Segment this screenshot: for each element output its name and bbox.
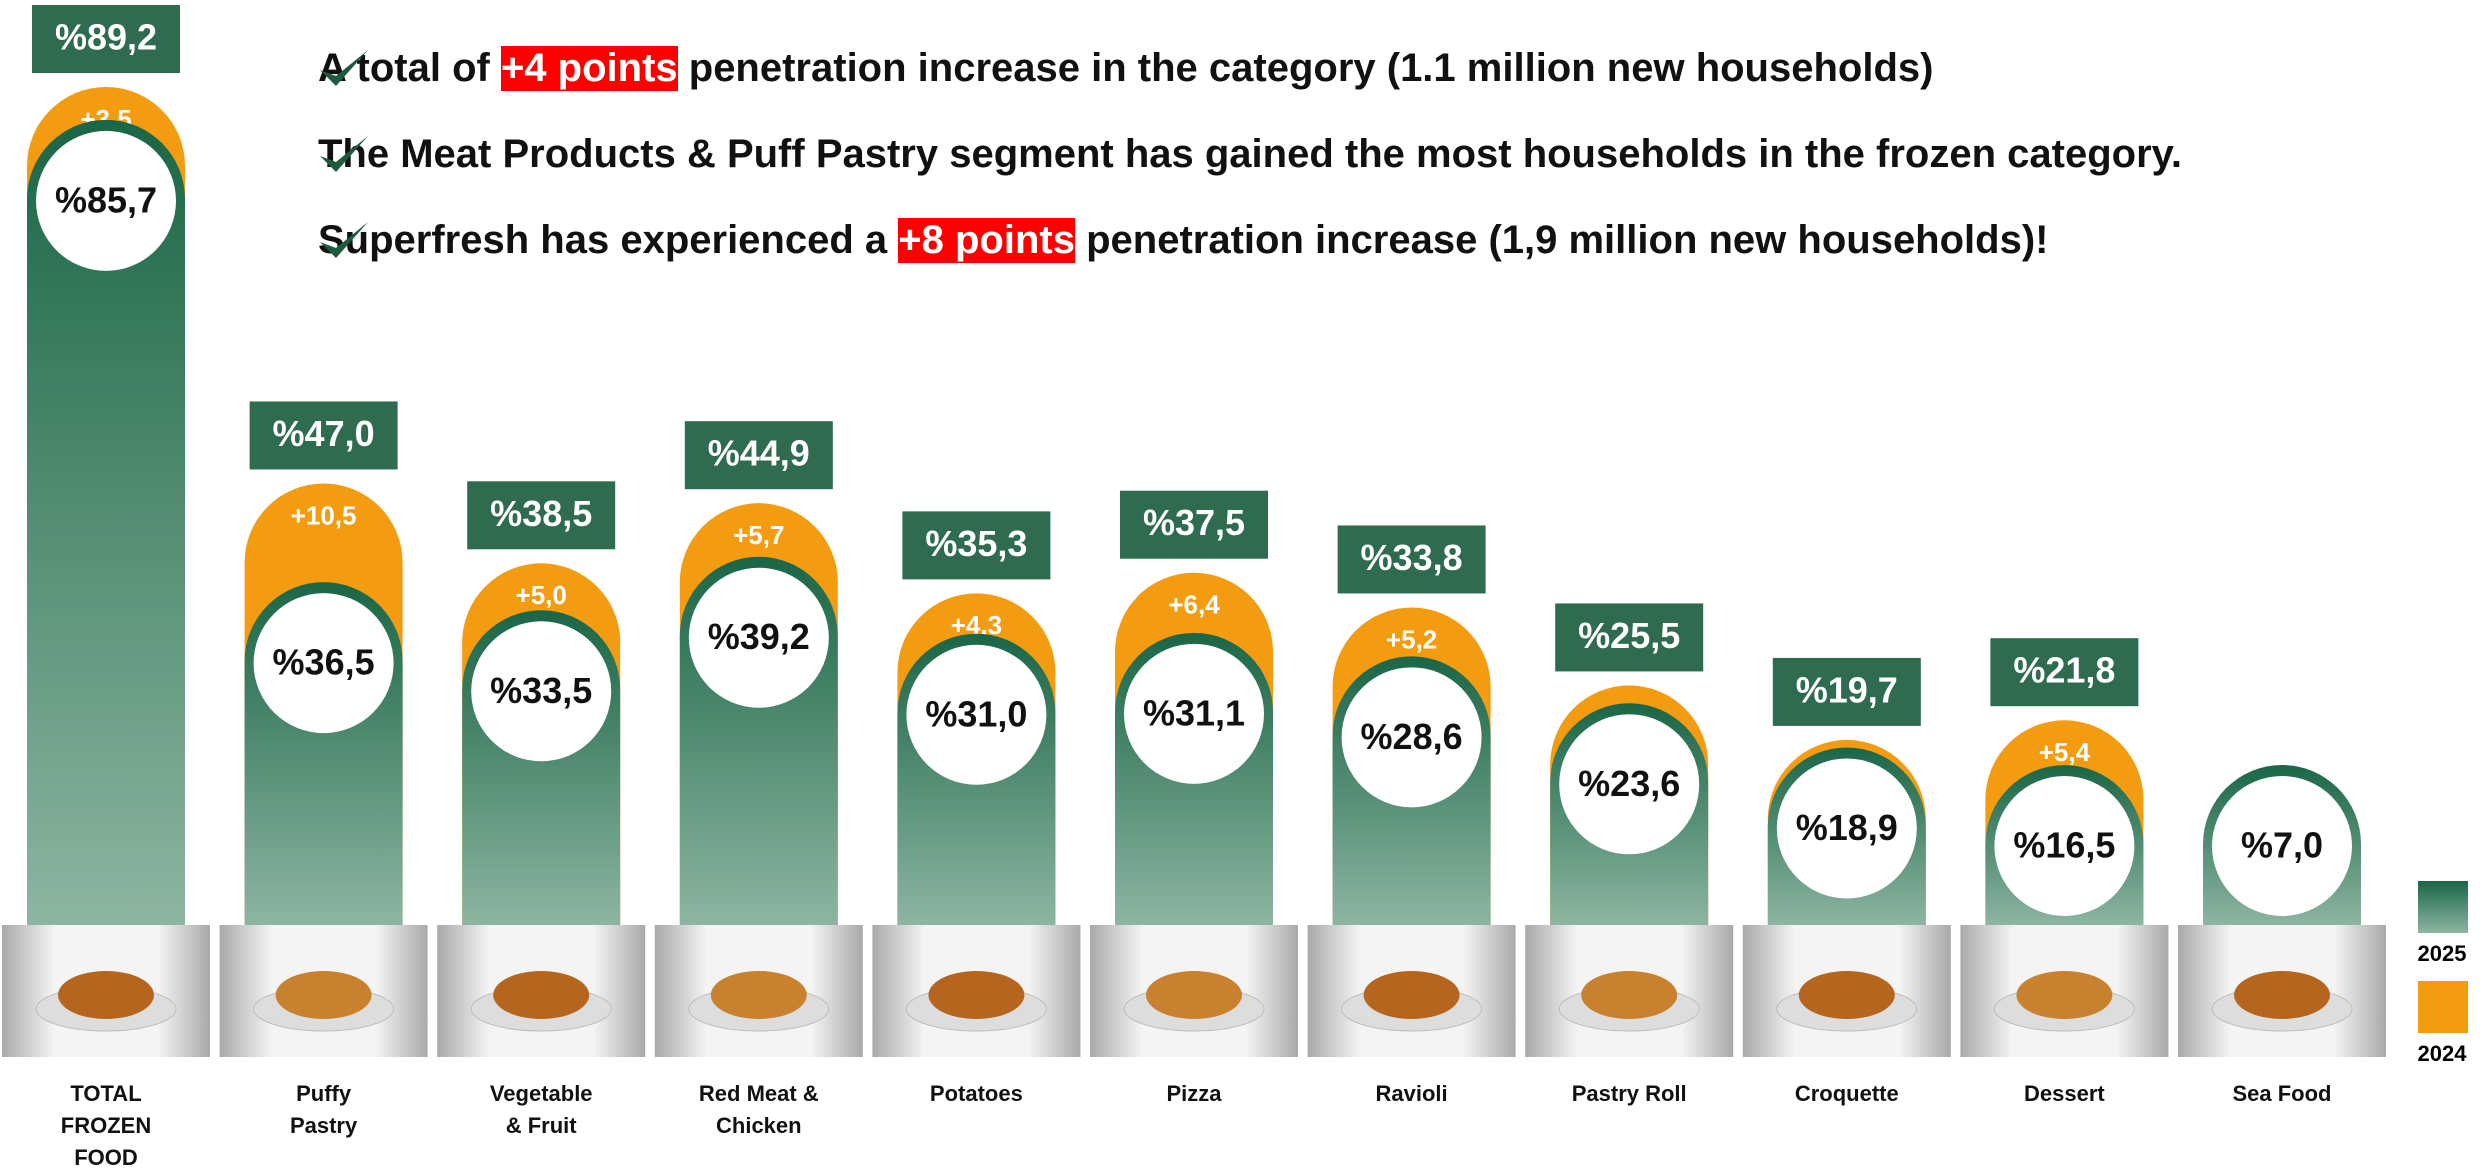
change-label: +5,7: [733, 520, 784, 550]
base-label: %16,5: [2013, 825, 2115, 866]
product-food: [2234, 971, 2330, 1019]
base-label: %7,0: [2241, 825, 2323, 866]
check-icon: [318, 218, 370, 264]
product-food: [1364, 971, 1460, 1019]
base-label: %28,6: [1361, 716, 1463, 757]
total-label: %47,0: [273, 413, 375, 454]
check-icon: [318, 46, 370, 92]
product-food: [2016, 971, 2112, 1019]
change-label: +5,2: [1386, 624, 1437, 654]
bullet: The Meat Products & Puff Pastry segment …: [318, 132, 2182, 177]
total-label: %37,5: [1143, 502, 1245, 543]
category-label: TOTAL FROZEN FOOD: [46, 1078, 166, 1174]
bullet-text: penetration increase (1,9 million new ho…: [1075, 218, 2049, 263]
base-label: %31,0: [925, 693, 1027, 734]
category-label: Ravioli: [1352, 1078, 1472, 1110]
product-food: [1581, 971, 1677, 1019]
page: +3,5%89,2%85,7+10,5%47,0%36,5+5,0%38,5%3…: [0, 0, 2481, 1172]
category-label: Pizza: [1134, 1078, 1254, 1110]
total-label: %19,7: [1796, 669, 1898, 710]
highlight: +4 points: [501, 46, 678, 91]
bullet-text: penetration increase in the category (1.…: [678, 46, 1934, 91]
base-label: %33,5: [490, 670, 592, 711]
base-label: %23,6: [1578, 763, 1680, 804]
base-label: %85,7: [55, 179, 157, 220]
category-label: Puffy Pastry: [264, 1078, 384, 1142]
base-label: %39,2: [708, 616, 810, 657]
bullet: Superfresh has experienced a +8 points p…: [318, 218, 2048, 263]
product-food: [493, 971, 589, 1019]
change-label: +5,4: [2039, 737, 2091, 767]
legend-label: 2024: [2412, 1041, 2472, 1067]
total-label: %38,5: [490, 493, 592, 534]
bullet: A total of +4 points penetration increas…: [318, 46, 1933, 91]
category-label: Potatoes: [916, 1078, 1036, 1110]
category-label: Croquette: [1787, 1078, 1907, 1110]
base-label: %36,5: [273, 642, 375, 683]
legend-swatch: [2418, 881, 2468, 933]
product-food: [58, 971, 154, 1019]
product-food: [928, 971, 1024, 1019]
total-label: %25,5: [1578, 615, 1680, 656]
legend-swatch: [2418, 981, 2468, 1033]
total-label: %44,9: [708, 433, 810, 474]
category-label: Red Meat & Chicken: [699, 1078, 819, 1142]
change-label: +6,4: [1168, 590, 1220, 620]
product-food: [276, 971, 372, 1019]
product-food: [711, 971, 807, 1019]
base-label: %18,9: [1796, 807, 1898, 848]
highlight: +8 points: [898, 218, 1075, 263]
total-label: %89,2: [55, 17, 157, 58]
product-food: [1146, 971, 1242, 1019]
bullet-text: The Meat Products & Puff Pastry segment …: [318, 132, 2182, 177]
category-label: Sea Food: [2222, 1078, 2342, 1110]
product-food: [1799, 971, 1895, 1019]
total-label: %21,8: [2013, 650, 2115, 691]
category-label: Dessert: [2004, 1078, 2124, 1110]
base-label: %31,1: [1143, 692, 1245, 733]
total-label: %33,8: [1361, 537, 1463, 578]
legend-label: 2025: [2412, 941, 2472, 967]
total-label: %35,3: [925, 523, 1027, 564]
bullet-text: Superfresh has experienced a: [318, 218, 898, 263]
change-label: +10,5: [291, 500, 357, 530]
check-icon: [318, 132, 370, 178]
change-label: +5,0: [516, 580, 567, 610]
category-label: Pastry Roll: [1569, 1078, 1689, 1110]
category-label: Vegetable & Fruit: [481, 1078, 601, 1142]
